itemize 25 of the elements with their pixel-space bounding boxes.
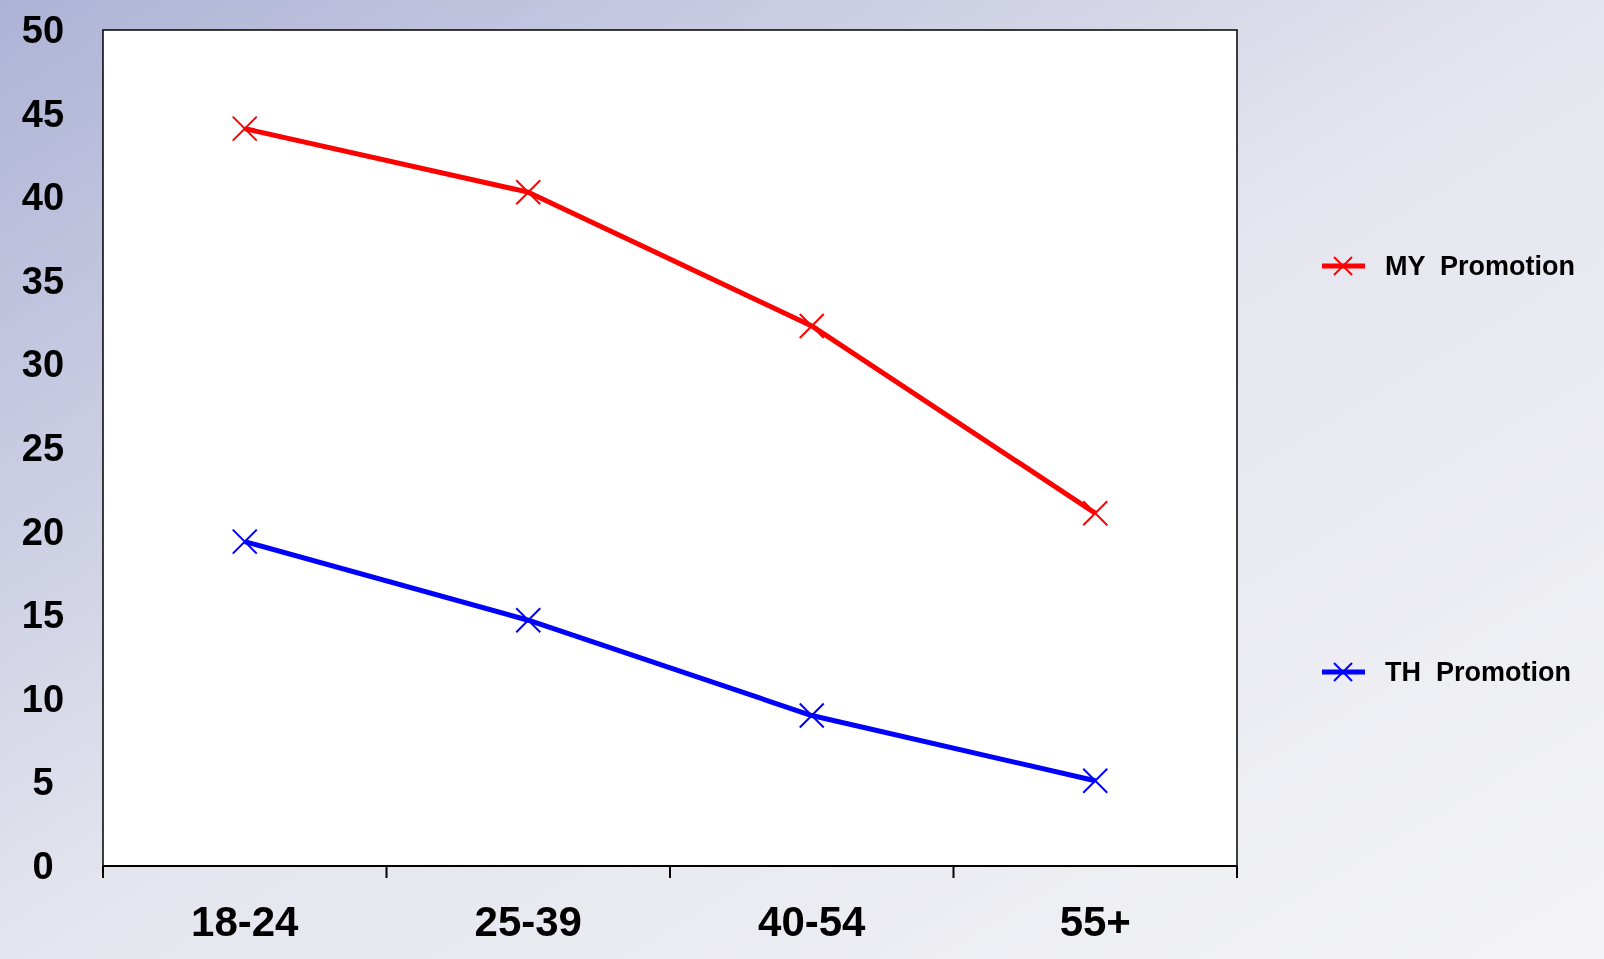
legend-label: TH Promotion (1385, 657, 1571, 687)
point (231, 528, 258, 555)
y-tick-label: 0 (32, 845, 54, 887)
point (1082, 767, 1109, 794)
point (798, 702, 825, 729)
y-tick-label: 10 (21, 677, 65, 720)
y-tick-label: 50 (21, 9, 65, 51)
y-tick-label: 30 (21, 343, 65, 386)
x-tick-label: 40-54 (758, 898, 867, 945)
y-tick-label: 20 (21, 510, 65, 553)
x-tick-label: 18-24 (191, 898, 300, 945)
y-tick-label: 40 (21, 176, 65, 219)
y-tick-label: 45 (21, 92, 65, 135)
point (515, 179, 542, 206)
x-tick-label: 55+ (1059, 898, 1131, 945)
legend-label: MY Promotion (1385, 251, 1576, 281)
y-tick-label: 5 (32, 761, 54, 804)
y-tick-label: 35 (21, 259, 65, 302)
point (515, 607, 542, 634)
x-tick-label: 25-39 (474, 898, 582, 945)
point (798, 312, 825, 339)
point (1082, 500, 1109, 527)
y-tick-label: 15 (21, 594, 65, 637)
point (231, 115, 258, 142)
y-tick-label: 25 (21, 427, 65, 469)
